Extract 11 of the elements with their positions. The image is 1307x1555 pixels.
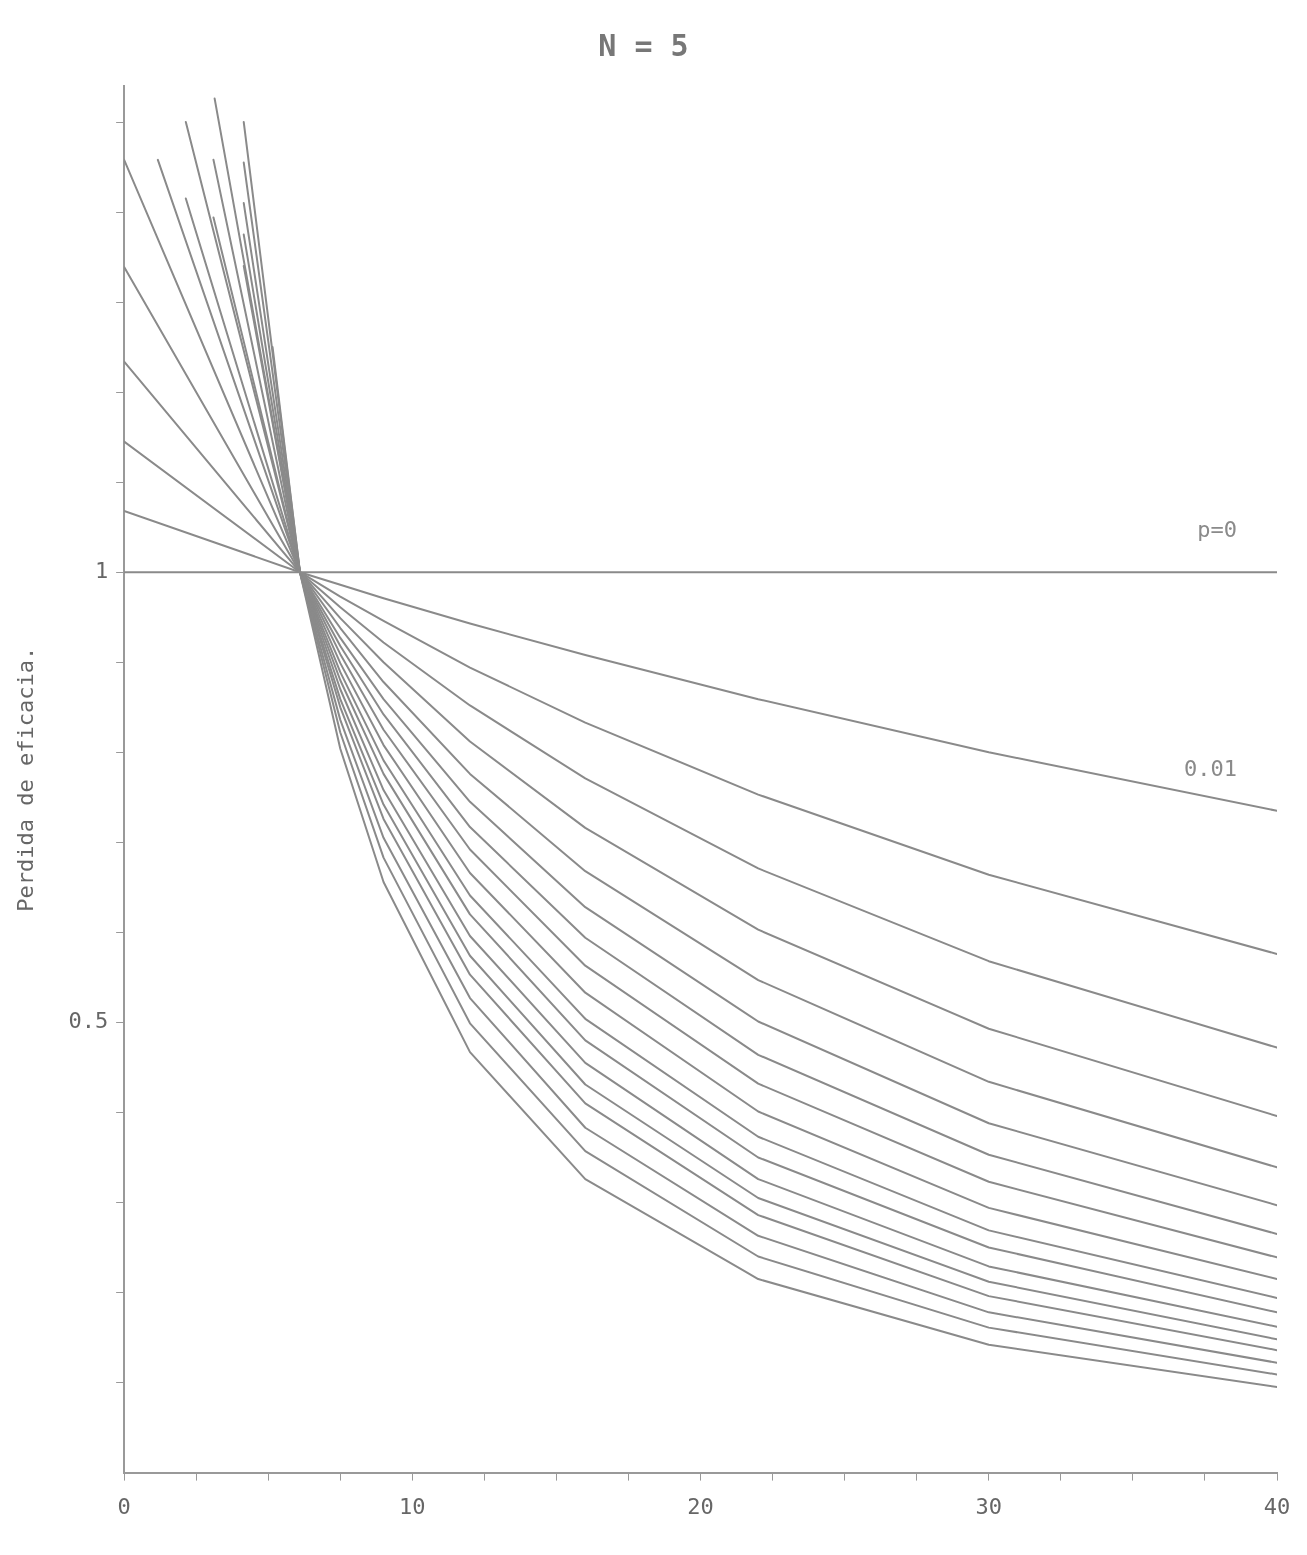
series-label: p=0 xyxy=(1197,516,1237,542)
series-label: 0.01 xyxy=(1184,755,1237,781)
x-tick-label: 0 xyxy=(117,1493,131,1519)
x-tick-label: 30 xyxy=(975,1493,1003,1519)
x-tick-label: 20 xyxy=(687,1493,714,1519)
x-tick-label: 10 xyxy=(399,1493,426,1519)
y-tick-label: 1 xyxy=(94,557,109,583)
chart-title: N = 5 xyxy=(598,27,689,63)
y-tick-label: 0.5 xyxy=(68,1008,109,1034)
y-axis-title: Perdida de eficacia. xyxy=(12,646,38,912)
x-tick-label: 40 xyxy=(1263,1493,1291,1519)
